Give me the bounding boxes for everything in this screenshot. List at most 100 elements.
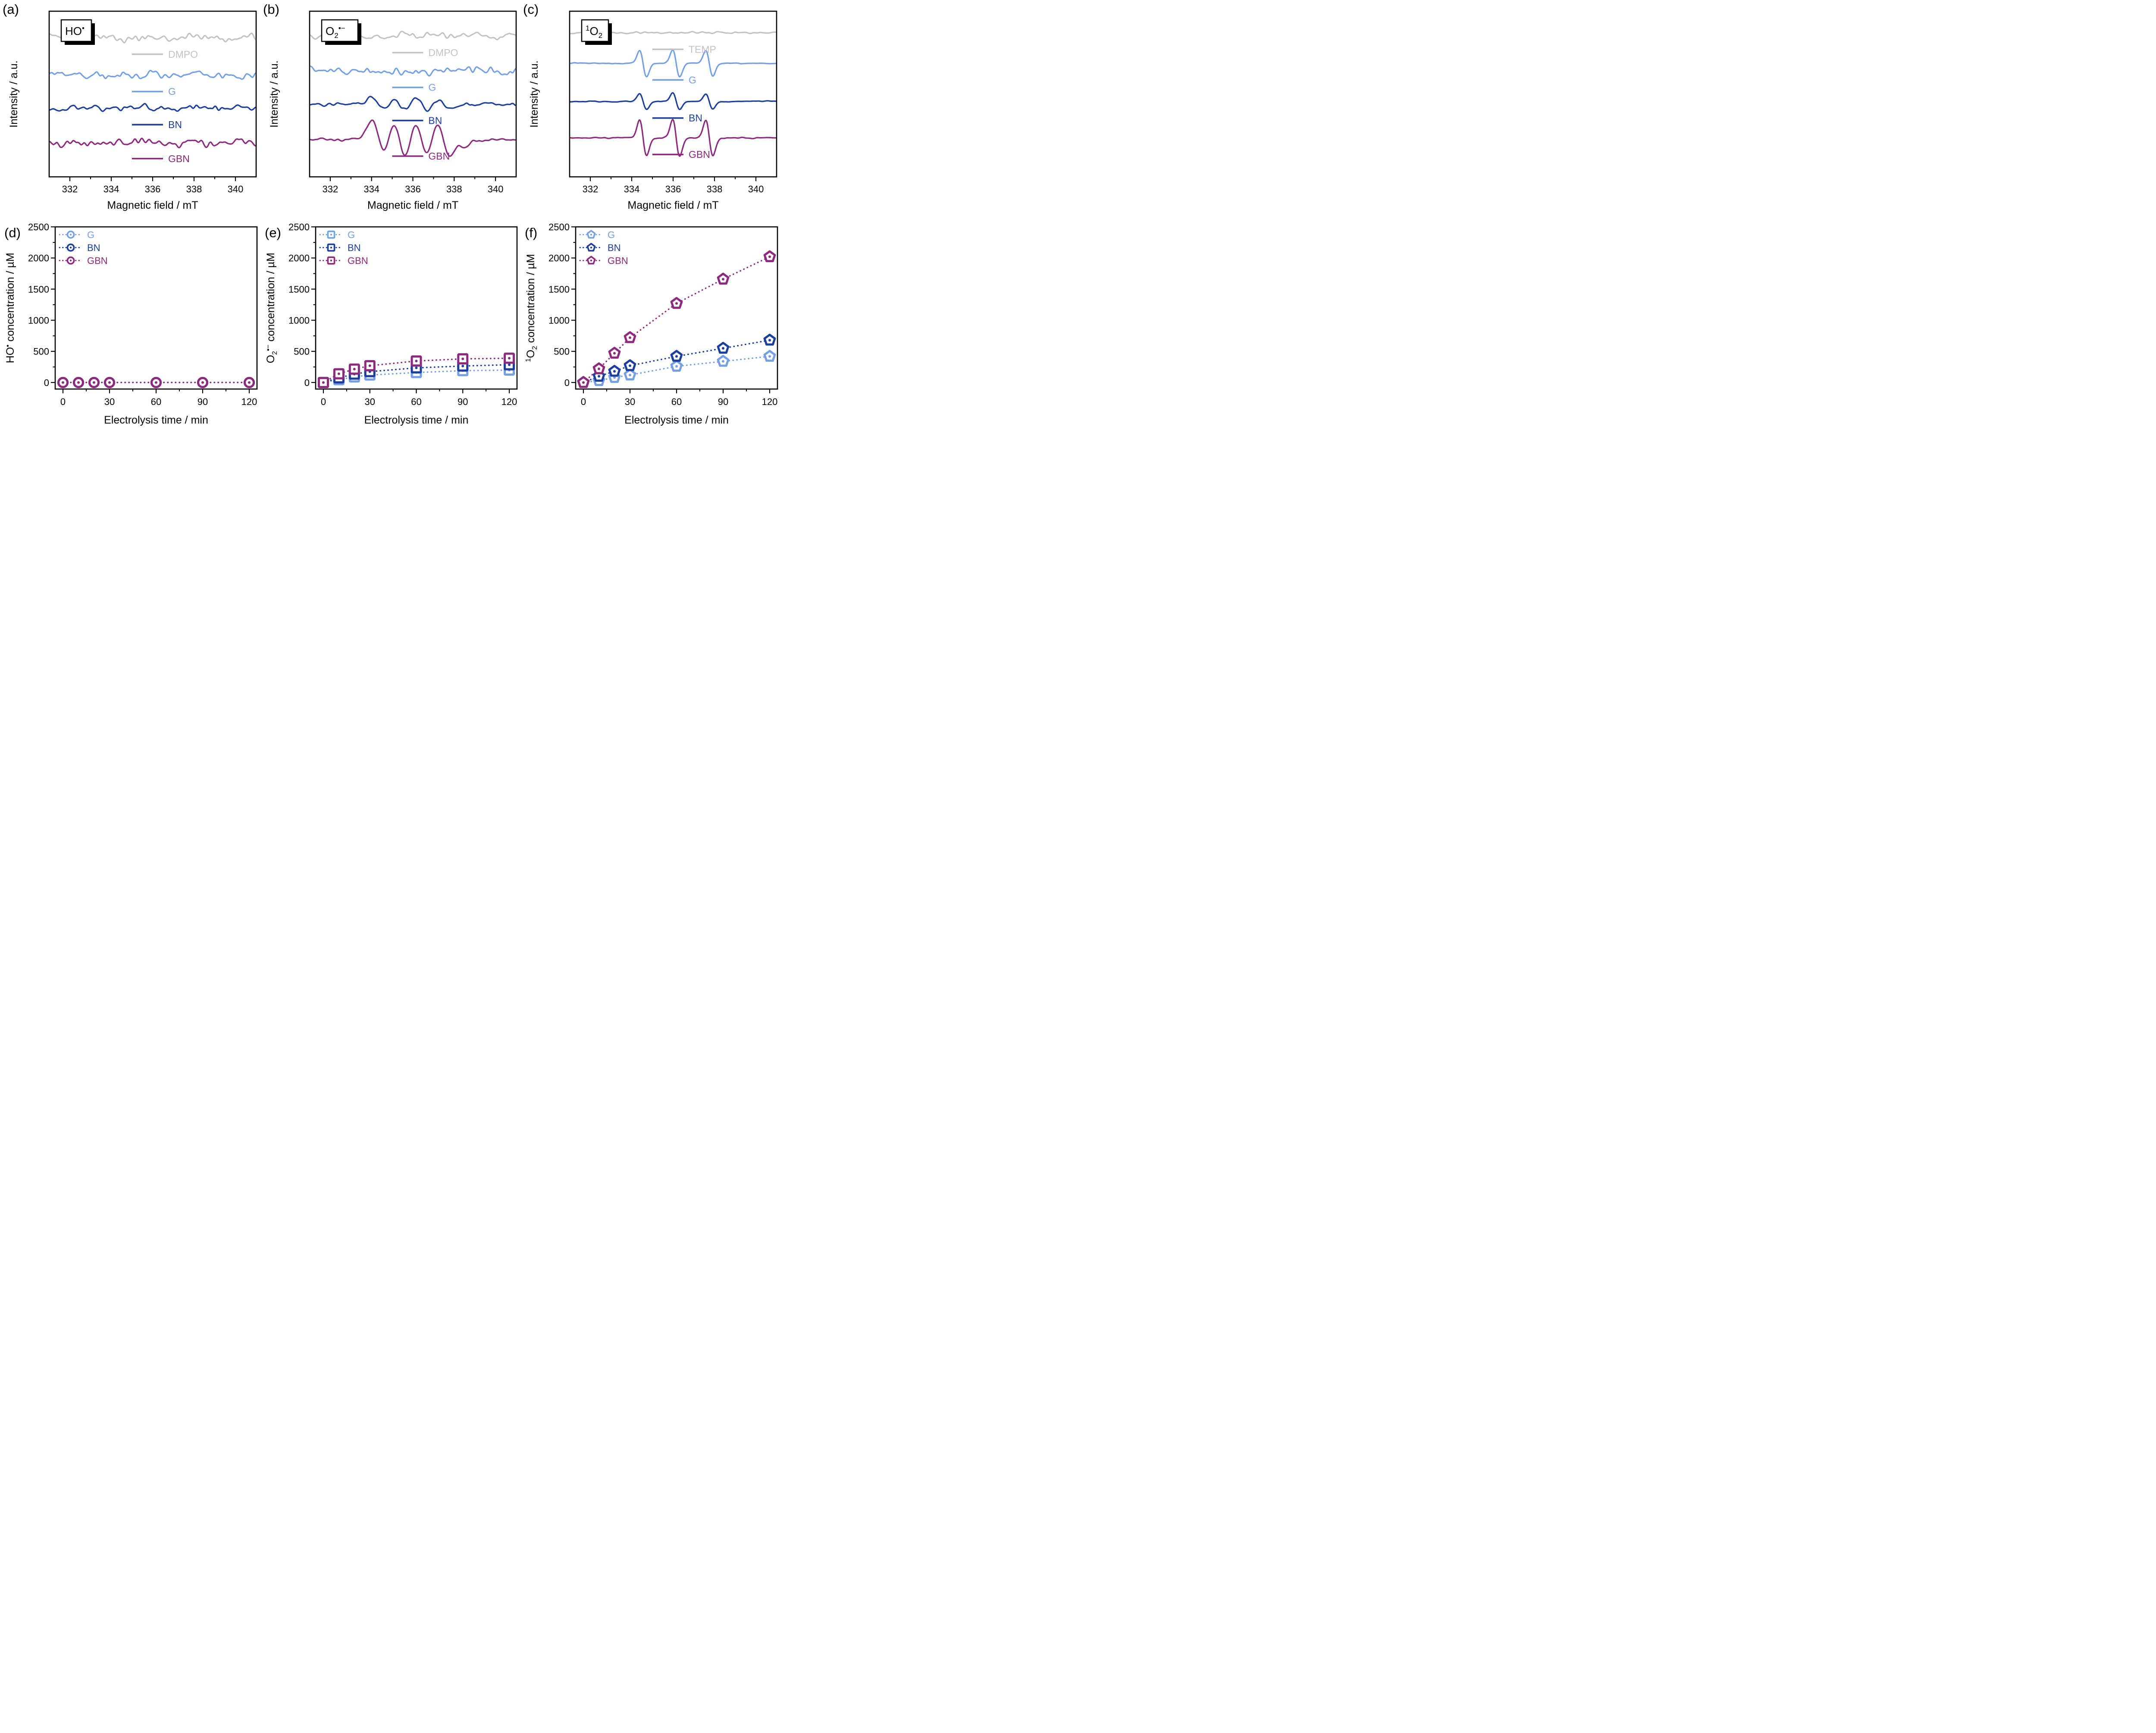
svg-text:336: 336 bbox=[145, 184, 161, 195]
svg-text:0: 0 bbox=[304, 377, 310, 388]
epr-traces bbox=[49, 32, 256, 148]
plot-frame bbox=[309, 10, 517, 178]
svg-text:336: 336 bbox=[665, 184, 681, 195]
svg-text:90: 90 bbox=[718, 396, 728, 407]
plot-frame bbox=[48, 10, 257, 178]
scatter-plot: 0 500 1000 1500 2000 2500 0 30 60 90 120 Electrolys… bbox=[4, 222, 258, 426]
x-axis: 332 334 336 338 340 bbox=[583, 177, 764, 195]
epr-plot: 332 334 336 338 340 Magnetic field / mT Intens… bbox=[528, 10, 777, 211]
trace-G bbox=[570, 49, 777, 78]
svg-text:30: 30 bbox=[625, 396, 635, 407]
legend-label-G: G bbox=[168, 86, 176, 97]
svg-text:2500: 2500 bbox=[28, 222, 49, 232]
y-axis: 0 500 1000 1500 2000 2500 bbox=[28, 222, 55, 388]
panel-c: (c) 332 334 336 338 340 Magnetic field / mT In… bbox=[520, 0, 781, 216]
legend-label-DMPO: DMPO bbox=[428, 47, 458, 58]
svg-text:340: 340 bbox=[748, 184, 764, 195]
panel-a: (a) 332 334 336 338 340 Magnetic field / mT In… bbox=[0, 0, 260, 216]
panel-d: (d) 0 500 1000 1500 2000 2500 0 30 60 90 120 Electr… bbox=[0, 216, 260, 433]
x-axis: 0 30 60 90 120 bbox=[321, 389, 517, 407]
y-axis-label: Intensity / a.u. bbox=[528, 60, 540, 128]
svg-text:120: 120 bbox=[241, 396, 257, 407]
svg-text:2500: 2500 bbox=[288, 222, 310, 232]
figure-six-panel-ros: (a) 332 334 336 338 340 Magnetic field / mT In… bbox=[0, 0, 781, 433]
series-GBN bbox=[577, 250, 776, 388]
trace-G bbox=[310, 65, 516, 77]
epr-plot: 332 334 336 338 340 Magnetic field / mT Intens… bbox=[268, 10, 517, 211]
svg-text:60: 60 bbox=[671, 396, 682, 407]
panel-c-letter: (c) bbox=[523, 2, 539, 17]
epr-traces bbox=[310, 31, 516, 157]
scatter-plot: 0 500 1000 1500 2000 2500 0 30 60 90 120 Electrolys… bbox=[525, 222, 778, 426]
svg-text:1O2: 1O2 bbox=[586, 24, 602, 40]
svg-text:336: 336 bbox=[405, 184, 421, 195]
panel-e-letter: (e) bbox=[265, 225, 281, 240]
svg-text:338: 338 bbox=[186, 184, 202, 195]
svg-text:338: 338 bbox=[707, 184, 723, 195]
svg-text:340: 340 bbox=[228, 184, 244, 195]
legend-label-BN: BN bbox=[348, 242, 361, 253]
panel-b-plot: 332 334 336 338 340 Magnetic field / mT Intens… bbox=[268, 10, 517, 211]
y-axis: 0 500 1000 1500 2000 2500 bbox=[288, 222, 316, 388]
svg-text:1000: 1000 bbox=[288, 315, 310, 326]
svg-text:500: 500 bbox=[554, 346, 570, 357]
svg-text:1500: 1500 bbox=[28, 284, 49, 295]
x-axis-label: Electrolysis time / min bbox=[364, 414, 469, 426]
epr-traces bbox=[570, 31, 777, 157]
svg-text:0: 0 bbox=[564, 377, 570, 388]
panel-d-plot: 0 500 1000 1500 2000 2500 0 30 60 90 120 Electrolys… bbox=[4, 222, 258, 426]
svg-text:1500: 1500 bbox=[548, 284, 570, 295]
svg-text:HO•: HO• bbox=[65, 24, 85, 38]
species-box-label: 1O2 bbox=[581, 19, 612, 45]
series-BN bbox=[577, 333, 776, 388]
svg-text:1000: 1000 bbox=[28, 315, 49, 326]
species-box-label: HO• bbox=[60, 19, 95, 45]
svg-text:120: 120 bbox=[501, 396, 517, 407]
plot-frame bbox=[569, 10, 777, 178]
svg-text:0: 0 bbox=[321, 396, 326, 407]
svg-text:90: 90 bbox=[458, 396, 468, 407]
legend-label-G: G bbox=[428, 82, 436, 93]
svg-text:332: 332 bbox=[62, 184, 78, 195]
trace-BN bbox=[310, 96, 516, 112]
svg-text:500: 500 bbox=[33, 346, 49, 357]
svg-text:1000: 1000 bbox=[548, 315, 570, 326]
panel-e-plot: 0 500 1000 1500 2000 2500 0 30 60 90 120 Electrolys… bbox=[265, 222, 518, 426]
x-axis: 332 334 336 338 340 bbox=[62, 177, 244, 195]
panel-d-letter: (d) bbox=[4, 225, 21, 240]
legend-label-GBN: GBN bbox=[168, 153, 190, 164]
panel-e: (e) 0 500 1000 1500 2000 2500 0 30 60 90 120 Electr… bbox=[260, 216, 520, 433]
y-axis: 0 500 1000 1500 2000 2500 bbox=[548, 222, 576, 388]
legend-label-DMPO: DMPO bbox=[168, 49, 198, 60]
y-axis-label: Intensity / a.u. bbox=[268, 60, 280, 128]
svg-text:60: 60 bbox=[411, 396, 421, 407]
x-axis-label: Magnetic field / mT bbox=[367, 199, 458, 211]
legend-label-BN: BN bbox=[87, 242, 100, 253]
panel-f: (f) 0 500 1000 1500 2000 2500 0 30 60 90 120 Electr… bbox=[520, 216, 781, 433]
svg-text:338: 338 bbox=[446, 184, 462, 195]
trace-BN bbox=[49, 103, 256, 112]
svg-text:0: 0 bbox=[60, 396, 66, 407]
panel-c-plot: 332 334 336 338 340 Magnetic field / mT Intens… bbox=[528, 10, 777, 211]
legend-label-G: G bbox=[87, 229, 94, 240]
x-axis: 0 30 60 90 120 bbox=[60, 389, 257, 407]
x-axis-label: Magnetic field / mT bbox=[107, 199, 198, 211]
svg-text:0: 0 bbox=[581, 396, 586, 407]
svg-text:334: 334 bbox=[103, 184, 119, 195]
legend-label-GBN: GBN bbox=[608, 255, 628, 266]
svg-text:30: 30 bbox=[104, 396, 115, 407]
epr-plot: 332 334 336 338 340 Magnetic field / mT Intens… bbox=[8, 10, 257, 211]
x-axis-label: Electrolysis time / min bbox=[104, 414, 208, 426]
svg-text:30: 30 bbox=[364, 396, 375, 407]
y-axis-label: HO• concentration / µM bbox=[4, 253, 16, 363]
panel-a-letter: (a) bbox=[3, 2, 19, 17]
y-axis-label: 1O2 concentration / µM bbox=[525, 254, 539, 362]
svg-text:340: 340 bbox=[488, 184, 504, 195]
svg-text:2000: 2000 bbox=[28, 253, 49, 264]
panel-f-plot: 0 500 1000 1500 2000 2500 0 30 60 90 120 Electrolys… bbox=[525, 222, 778, 426]
legend-label-TEMP: TEMP bbox=[689, 44, 716, 55]
svg-text:60: 60 bbox=[151, 396, 161, 407]
series-GBN bbox=[57, 377, 255, 388]
